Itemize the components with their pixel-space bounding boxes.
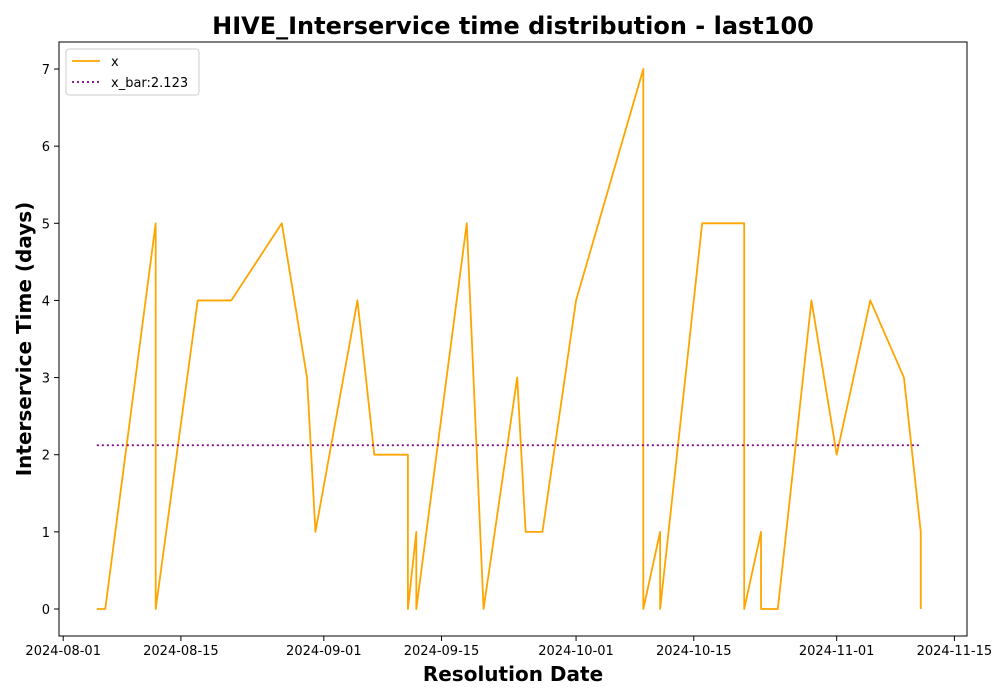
legend-label-x-bar: x_bar:2.123 bbox=[111, 76, 188, 91]
y-tick-label: 2 bbox=[42, 449, 50, 464]
plot-frame bbox=[58, 41, 968, 637]
x-axis: 2024-08-01 2024-08-15 2024-09-01 2024-09-15… bbox=[25, 636, 992, 659]
y-tick-label: 1 bbox=[42, 526, 50, 541]
x-tick-label: 2024-09-15 bbox=[404, 644, 480, 659]
chart-title: HIVE_Interservice time distribution - la… bbox=[212, 12, 814, 40]
x-tick-label: 2024-10-15 bbox=[656, 644, 732, 659]
series-lines bbox=[96, 68, 922, 610]
x-tick-label: 2024-10-01 bbox=[538, 644, 614, 659]
y-axis-label: Interservice Time (days) bbox=[12, 202, 36, 477]
y-tick-label: 4 bbox=[42, 294, 50, 309]
y-tick-label: 0 bbox=[42, 603, 50, 618]
y-tick-label: 3 bbox=[42, 372, 50, 387]
y-tick-label: 6 bbox=[42, 140, 50, 155]
x-tick-label: 2024-08-01 bbox=[25, 644, 101, 659]
x-axis-label: Resolution Date bbox=[423, 662, 603, 686]
legend-label-x: x bbox=[111, 55, 119, 70]
x-tick-label: 2024-08-15 bbox=[143, 644, 219, 659]
x-tick-label: 2024-11-01 bbox=[799, 644, 875, 659]
y-tick-label: 7 bbox=[42, 63, 50, 78]
y-tick-label: 5 bbox=[42, 217, 50, 232]
series-line-x bbox=[96, 68, 922, 610]
plot-area: 2024-08-01 2024-08-15 2024-09-01 2024-09-15… bbox=[25, 41, 992, 659]
y-axis: 0 1 2 3 4 5 6 7 bbox=[42, 63, 59, 618]
legend: x x_bar:2.123 bbox=[65, 48, 200, 96]
x-tick-label: 2024-09-01 bbox=[286, 644, 362, 659]
x-tick-label: 2024-11-15 bbox=[917, 644, 993, 659]
